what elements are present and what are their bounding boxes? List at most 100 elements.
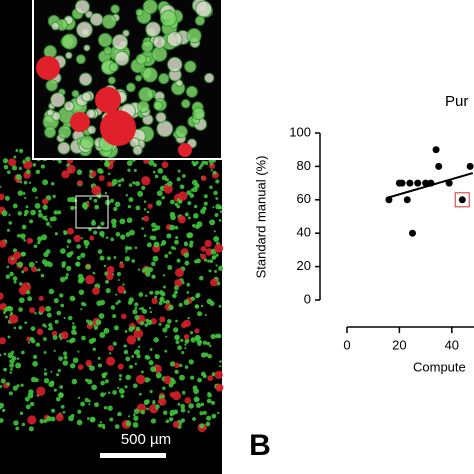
- cell: [105, 280, 109, 284]
- cell: [169, 224, 176, 231]
- inset-cell: [80, 135, 95, 150]
- cell: [61, 263, 66, 268]
- cell: [126, 160, 133, 166]
- cell: [38, 306, 46, 313]
- cell: [165, 335, 168, 338]
- cell: [81, 335, 86, 341]
- cell: [118, 374, 123, 378]
- cell: [91, 384, 98, 391]
- cell: [99, 421, 103, 424]
- cell: [115, 293, 118, 296]
- cell: [189, 240, 194, 245]
- cell: [187, 216, 191, 220]
- cell: [99, 332, 106, 338]
- cell: [114, 201, 121, 208]
- cell: [93, 198, 98, 203]
- cell: [162, 410, 168, 415]
- cell: [90, 220, 97, 226]
- cell: [219, 210, 223, 213]
- inset-cell: [78, 72, 93, 87]
- cell: [25, 156, 31, 162]
- cell: [107, 172, 111, 176]
- cell: [113, 325, 119, 331]
- cell: [18, 285, 28, 295]
- cell: [200, 304, 204, 308]
- cell: [47, 327, 51, 331]
- cell: [34, 202, 41, 209]
- inset-cell: [137, 100, 150, 113]
- cell: [215, 179, 220, 184]
- cell: [198, 336, 201, 340]
- point: [427, 179, 435, 187]
- cell: [119, 218, 126, 225]
- cell: [194, 328, 200, 334]
- cell: [122, 390, 125, 394]
- cell: [125, 356, 131, 362]
- cell: [144, 323, 149, 327]
- cell: [99, 169, 104, 174]
- cell: [60, 331, 69, 340]
- inset-cell: [203, 72, 215, 84]
- cell: [133, 415, 139, 421]
- cell: [131, 259, 136, 263]
- cell: [0, 402, 5, 409]
- inset-cell: [159, 9, 177, 27]
- cell: [199, 411, 204, 416]
- cell: [158, 322, 162, 326]
- cell: [153, 163, 157, 168]
- cell: [18, 297, 25, 304]
- inset-cell: [87, 125, 97, 135]
- cell: [152, 170, 156, 174]
- cell: [115, 301, 119, 305]
- cell: [46, 312, 52, 318]
- cell: [25, 205, 29, 209]
- cell: [154, 295, 158, 299]
- cell: [49, 216, 55, 222]
- cell: [36, 328, 44, 335]
- cell: [156, 190, 163, 197]
- cell: [161, 161, 169, 169]
- cell: [11, 257, 15, 261]
- cell: [213, 230, 216, 233]
- cell: [187, 316, 190, 320]
- cell: [200, 402, 205, 407]
- cell: [151, 261, 156, 267]
- cell: [103, 264, 107, 268]
- cell: [168, 251, 172, 255]
- cell: [19, 282, 23, 286]
- cell: [153, 337, 159, 343]
- cell: [3, 307, 9, 312]
- cell: [58, 356, 63, 361]
- cell: [8, 213, 11, 216]
- cell: [184, 347, 187, 350]
- cell: [112, 390, 117, 395]
- cell: [145, 399, 150, 404]
- cell: [181, 351, 185, 355]
- cell: [63, 355, 68, 360]
- cell: [85, 378, 89, 382]
- cell: [76, 244, 81, 249]
- cell: [202, 340, 208, 345]
- cell: [20, 383, 24, 387]
- cell: [76, 255, 81, 260]
- cell: [77, 364, 84, 370]
- cell: [72, 322, 75, 325]
- cell: [175, 335, 180, 340]
- cell: [77, 180, 83, 186]
- cell: [140, 370, 144, 374]
- cell: [207, 354, 213, 359]
- cell: [155, 225, 161, 231]
- cell: [43, 350, 47, 354]
- cell: [190, 188, 195, 192]
- inset-cell: [107, 76, 116, 85]
- cell: [12, 385, 18, 391]
- cell: [126, 217, 133, 224]
- cell: [180, 338, 184, 343]
- inset-cell: [111, 33, 129, 51]
- cell: [149, 311, 153, 314]
- cell: [66, 265, 72, 272]
- cell: [128, 183, 133, 187]
- cell: [204, 352, 209, 357]
- cell: [184, 365, 189, 369]
- cell: [6, 170, 11, 175]
